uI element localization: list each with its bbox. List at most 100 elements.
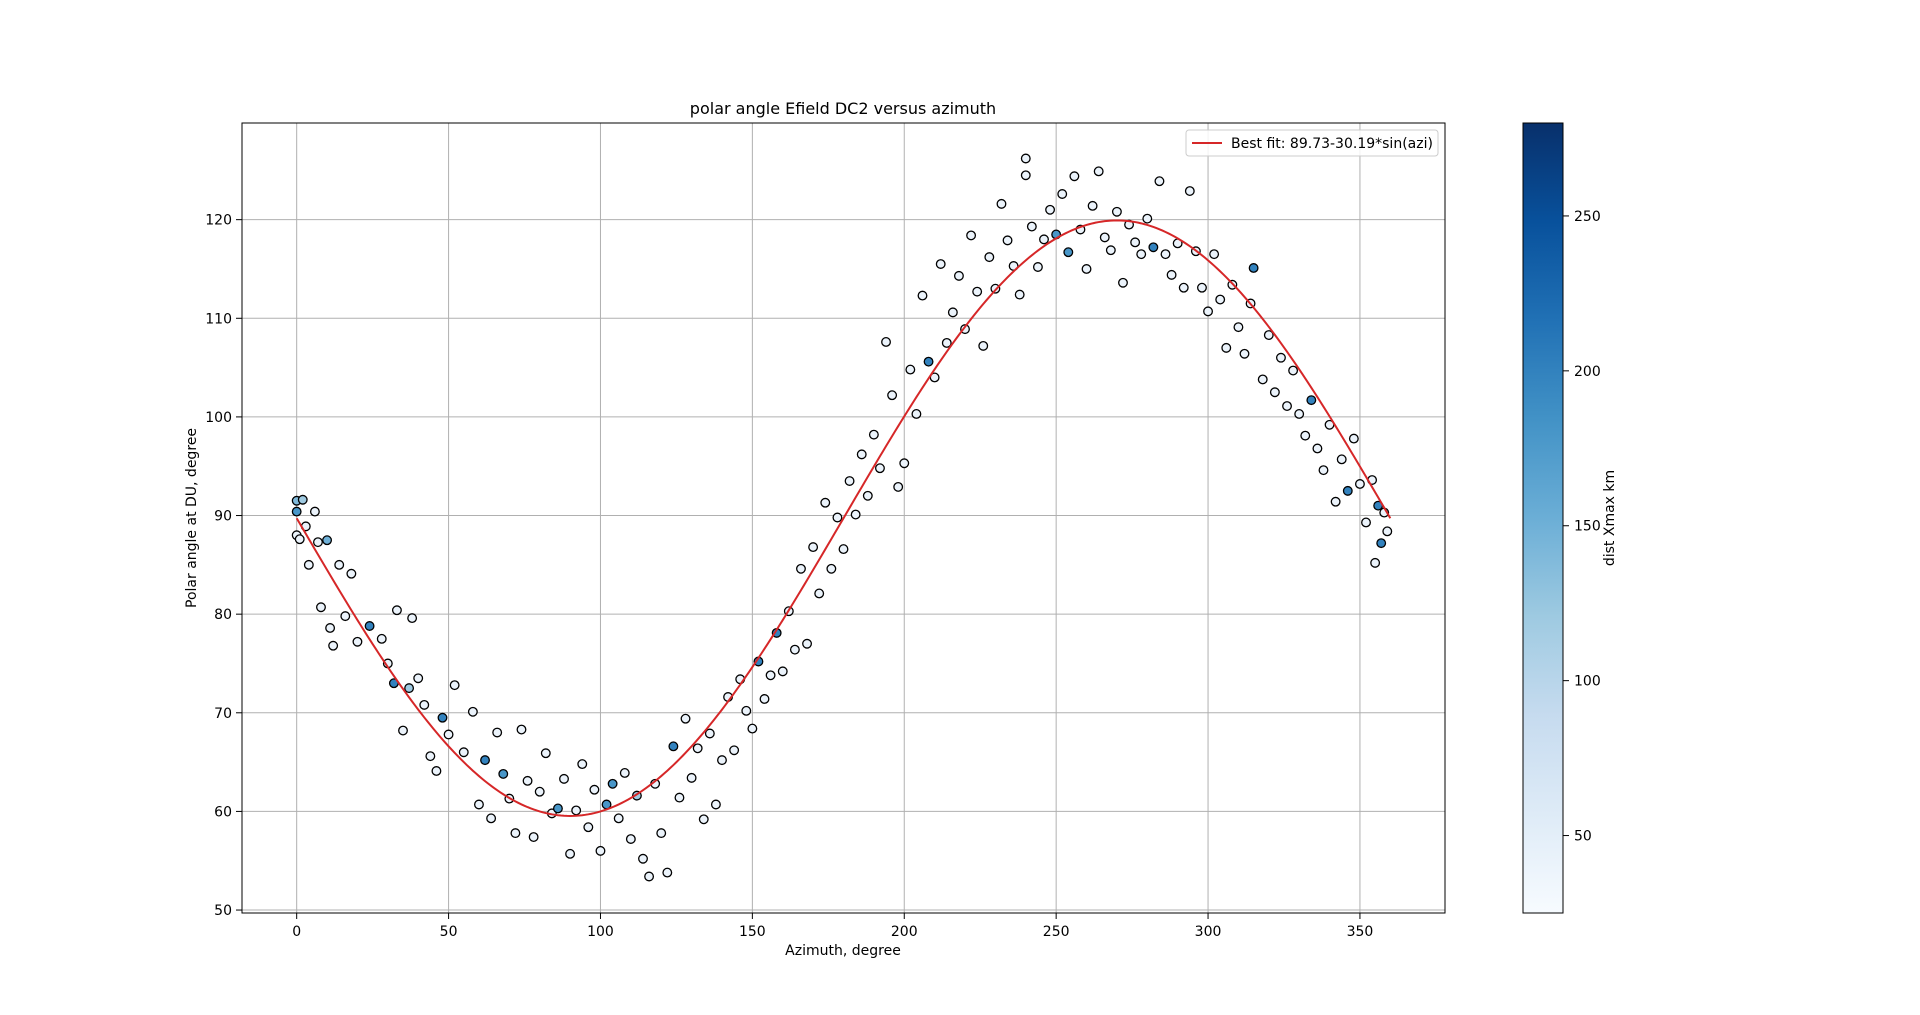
data-point [571,805,582,816]
data-point [1342,485,1353,496]
data-point [1026,221,1037,232]
data-point [346,568,357,579]
colorbar-tick-label: 200 [1574,364,1601,380]
data-point [1354,479,1365,489]
data-point [352,636,363,647]
data-point [1257,374,1268,385]
data-point [1263,330,1274,340]
data-point [686,772,697,783]
data-point [309,506,320,517]
data-point [765,670,776,681]
data-point [1093,166,1104,177]
data-point [1376,538,1387,549]
data-point [443,729,454,740]
data-point [449,680,460,691]
data-point [777,666,788,677]
y-tick-label: 60 [214,804,232,820]
data-point [838,544,849,555]
data-point [984,252,995,263]
data-point [1166,269,1177,280]
data-point [1087,200,1098,211]
colorbar-gradient [1522,122,1564,914]
x-tick-label: 200 [891,924,918,940]
data-point [644,871,655,882]
data-point [607,778,618,789]
data-point [1312,443,1323,454]
data-point [1002,235,1013,246]
data-point [1130,237,1141,248]
data-point [1014,289,1025,300]
data-point [340,611,351,622]
y-tick-label: 110 [205,311,232,327]
data-point [303,559,314,570]
grid-lines [242,123,1445,913]
data-point [1148,242,1159,253]
data-point [565,848,576,859]
y-axis: 50 60 70 80 90 100 110 120 [205,213,242,919]
data-point [1069,171,1080,182]
data-point [832,512,843,523]
data-point [1136,249,1147,260]
legend-label: Best fit: 89.73-30.19*sin(azi) [1231,136,1433,152]
data-point [1203,306,1213,317]
data-point [376,633,387,644]
data-point [881,337,891,347]
y-axis-label: Polar angle at DU, degree [184,428,200,608]
data-point [467,706,478,717]
data-point [887,390,898,401]
data-point [844,476,855,486]
data-point [1111,206,1122,217]
data-point [583,822,594,833]
data-point [820,497,831,508]
x-tick-label: 0 [292,924,301,940]
data-point [522,775,533,786]
data-point [717,755,727,766]
data-point [814,588,825,599]
data-point [1081,264,1092,274]
data-point [674,792,685,803]
data-point [656,828,667,839]
data-point [419,699,430,710]
data-point [1294,408,1305,419]
data-point [480,755,490,766]
data-point [875,463,885,474]
data-point [291,506,302,517]
data-point [1178,282,1189,293]
data-point [552,803,563,814]
data-point [923,356,934,367]
scatter-points [291,153,1393,882]
data-point [662,867,673,878]
data-point [1057,189,1068,199]
data-point [364,621,375,631]
data-point [1045,204,1056,215]
data-point [972,286,983,297]
data-point [486,813,497,824]
data-point [1239,348,1250,359]
data-point [1118,277,1128,288]
data-point [625,834,636,844]
data-point [1288,365,1299,376]
data-point [1197,282,1207,293]
data-point [431,766,442,776]
data-point [559,773,569,784]
data-point [680,713,691,724]
y-tick-label: 90 [214,509,232,525]
data-point [474,799,484,810]
y-tick-label: 70 [214,706,232,722]
data-point [899,458,910,469]
data-point [747,723,758,734]
data-point [297,494,308,505]
data-point [1248,263,1259,273]
data-point [966,230,977,241]
data-point [1282,401,1292,412]
data-point [1099,232,1110,243]
x-tick-label: 300 [1195,924,1222,940]
data-point [458,747,469,758]
data-point [534,786,545,797]
data-point [789,644,800,655]
x-tick-label: 100 [587,924,614,940]
data-point [1215,294,1226,305]
colorbar-tick-label: 250 [1574,209,1601,225]
legend: Best fit: 89.73-30.19*sin(azi) [1185,129,1439,157]
